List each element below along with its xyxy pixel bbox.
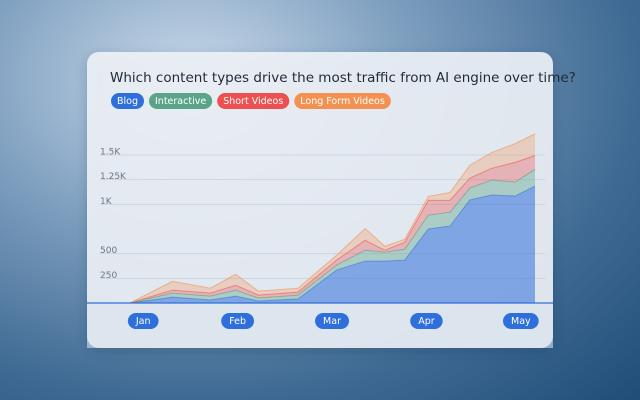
x-tick-pill <box>315 313 349 329</box>
x-tick-pill <box>127 313 159 329</box>
legend-item: Blog <box>111 93 144 109</box>
area-line <box>129 133 536 304</box>
legend-label: Interactive <box>155 96 206 107</box>
x-tick-pill <box>410 313 443 329</box>
area <box>130 133 535 303</box>
legend-label: Short Videos <box>223 96 283 107</box>
x-tick: May <box>503 313 539 329</box>
x-tick: Jan <box>127 313 159 329</box>
y-tick-label: 1.25K <box>100 172 127 182</box>
x-tick-pill <box>503 313 539 329</box>
y-tick-label: 250 <box>100 271 117 281</box>
legend-label: Long Form Videos <box>300 96 385 107</box>
area <box>130 186 535 303</box>
area <box>130 169 535 303</box>
legend-item: Short Videos <box>217 93 290 109</box>
legend-label: Blog <box>117 96 138 107</box>
legend-pill <box>149 93 213 109</box>
area-line <box>129 185 536 304</box>
area-line <box>129 168 536 304</box>
chart-title: Which content types drive the most traff… <box>110 70 576 86</box>
x-tick-label: May <box>511 316 531 327</box>
y-tick-label: 500 <box>100 246 117 256</box>
y-tick-label: 1.5K <box>100 148 121 158</box>
x-tick: Apr <box>410 313 443 329</box>
area-line <box>129 155 536 304</box>
x-tick-label: Feb <box>229 316 246 327</box>
x-tick-label: Apr <box>418 316 435 327</box>
x-tick-label: Mar <box>323 316 341 327</box>
y-tick-label: 1K <box>100 197 113 207</box>
area <box>130 155 535 303</box>
x-tick: Mar <box>315 313 349 329</box>
legend-item: Interactive <box>149 93 213 109</box>
legend-pill <box>294 93 391 109</box>
legend: Blog Interactive Short Videos Long Form Vid… <box>111 93 391 109</box>
x-tick: Feb <box>221 313 255 329</box>
legend-item: Long Form Videos <box>294 93 391 109</box>
legend-pill <box>217 93 290 109</box>
plot: 250 500 1K 1.25K 1.5K Jan Feb Mar Apr May <box>87 133 553 329</box>
x-tick-label: Jan <box>135 316 151 327</box>
legend-pill <box>111 93 144 109</box>
x-tick-pill <box>221 313 255 329</box>
